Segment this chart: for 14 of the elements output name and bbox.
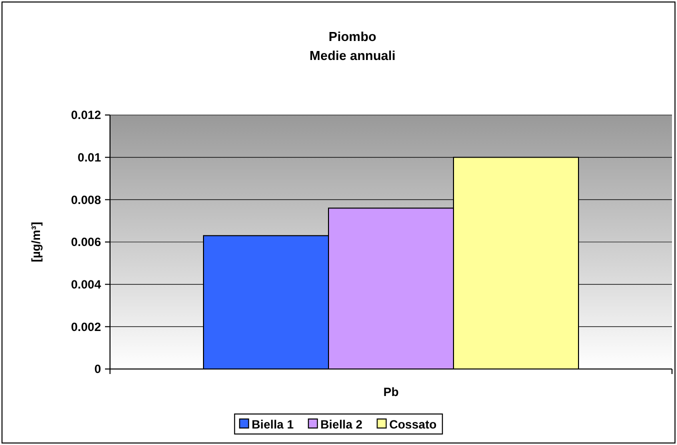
y-tick-label: 0.004 xyxy=(70,278,102,292)
chart-subtitle: Medie annuali xyxy=(310,48,396,63)
legend-label: Biella 1 xyxy=(252,418,294,432)
legend-label: Biella 2 xyxy=(320,418,363,432)
y-tick-label: 0.012 xyxy=(70,108,102,122)
y-axis-title: [µg/m³] xyxy=(29,222,43,262)
x-tick-label: Pb xyxy=(383,385,399,399)
y-tick-label: 0.002 xyxy=(70,320,102,334)
legend-label: Cossato xyxy=(389,418,437,432)
y-tick-label: 0.008 xyxy=(70,192,102,207)
y-tick-label: 0 xyxy=(94,362,102,376)
y-tick-label: 0.006 xyxy=(70,235,102,250)
chart-title: Piombo xyxy=(328,29,376,44)
y-tick-label: 0.01 xyxy=(78,150,102,165)
